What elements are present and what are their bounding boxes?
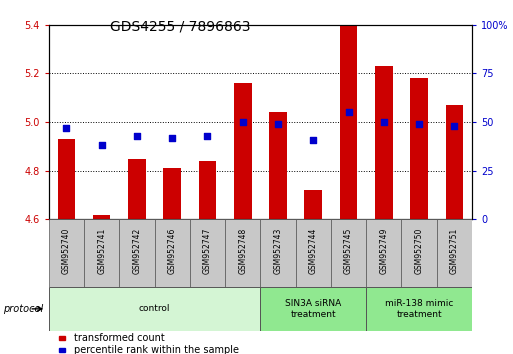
Bar	[119, 219, 154, 287]
Bar	[437, 219, 472, 287]
Text: GSM952744: GSM952744	[309, 228, 318, 274]
Bar	[375, 66, 392, 219]
Point	[168, 135, 176, 141]
Bar	[366, 219, 401, 287]
Point	[415, 121, 423, 127]
Point	[450, 123, 459, 129]
Text: SIN3A siRNA
treatment: SIN3A siRNA treatment	[285, 299, 341, 319]
Point	[62, 125, 70, 131]
Text: transformed count: transformed count	[74, 333, 165, 343]
Text: GSM952747: GSM952747	[203, 228, 212, 274]
Text: GSM952741: GSM952741	[97, 228, 106, 274]
Point	[274, 121, 282, 127]
Bar	[93, 215, 110, 219]
Point	[97, 143, 106, 148]
Bar	[304, 190, 322, 219]
Bar	[225, 219, 260, 287]
Text: GSM952751: GSM952751	[450, 228, 459, 274]
Text: GSM952746: GSM952746	[168, 228, 176, 274]
Bar	[401, 219, 437, 287]
Bar	[234, 83, 251, 219]
Point	[309, 137, 318, 143]
Text: GSM952743: GSM952743	[273, 228, 283, 274]
Bar	[269, 113, 287, 219]
Bar	[59, 336, 65, 340]
Text: GSM952750: GSM952750	[415, 228, 424, 274]
Bar	[410, 78, 428, 219]
Text: GSM952745: GSM952745	[344, 228, 353, 274]
Bar	[163, 169, 181, 219]
Bar	[295, 219, 331, 287]
Text: GSM952740: GSM952740	[62, 228, 71, 274]
Bar	[366, 287, 472, 331]
Bar	[154, 219, 190, 287]
Bar	[340, 25, 358, 219]
Text: GSM952749: GSM952749	[379, 228, 388, 274]
Bar	[59, 348, 65, 352]
Bar	[128, 159, 146, 219]
Point	[239, 119, 247, 125]
Text: miR-138 mimic
treatment: miR-138 mimic treatment	[385, 299, 453, 319]
Bar	[260, 219, 295, 287]
Text: percentile rank within the sample: percentile rank within the sample	[74, 345, 240, 354]
Bar	[331, 219, 366, 287]
Bar	[199, 161, 216, 219]
Bar	[260, 287, 366, 331]
Point	[133, 133, 141, 139]
Bar	[49, 287, 260, 331]
Bar	[445, 105, 463, 219]
Text: GSM952748: GSM952748	[238, 228, 247, 274]
Text: GSM952742: GSM952742	[132, 228, 142, 274]
Text: GDS4255 / 7896863: GDS4255 / 7896863	[110, 19, 251, 34]
Text: protocol: protocol	[3, 304, 43, 314]
Bar	[190, 219, 225, 287]
Bar	[49, 219, 84, 287]
Point	[380, 119, 388, 125]
Point	[344, 110, 352, 115]
Point	[203, 133, 211, 139]
Bar	[84, 219, 119, 287]
Text: control: control	[139, 304, 170, 313]
Bar	[57, 139, 75, 219]
